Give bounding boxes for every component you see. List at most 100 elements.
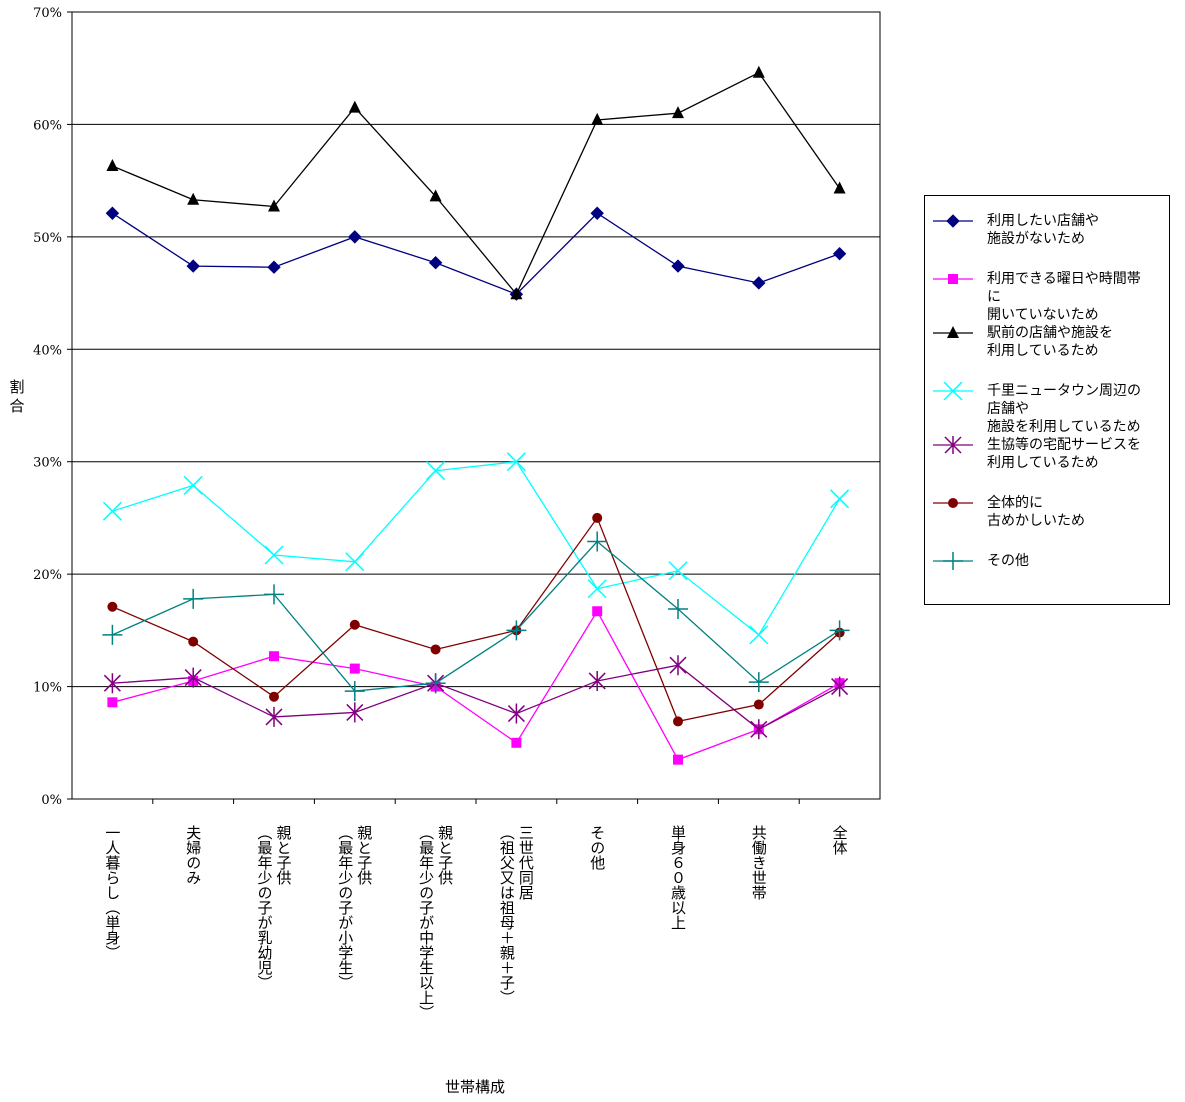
legend-item: 千里ニュータウン周辺の 店舗や 施設を利用しているため (925, 382, 1169, 436)
data-point (673, 716, 683, 727)
data-point (587, 531, 608, 552)
data-point (188, 636, 199, 647)
data-point (344, 681, 365, 702)
y-axis-label: 割合 (9, 378, 24, 415)
data-point (428, 256, 443, 270)
legend-swatch (933, 214, 973, 228)
y-tick-label: 30% (33, 456, 62, 471)
legend-marker (943, 382, 963, 400)
x-tick-label: 一人暮らし（単身） (103, 825, 121, 960)
legend-item: 生協等の宅配サービスを 利用しているため (925, 436, 1169, 472)
legend-item: その他 (925, 552, 1169, 570)
legend-swatch (933, 274, 973, 284)
data-point (349, 619, 360, 630)
data-point (346, 702, 364, 723)
legend-item: 利用できる曜日や時間帯 に 開いていないため (925, 270, 1169, 324)
data-point (268, 199, 280, 212)
data-point (345, 552, 365, 572)
data-point (186, 259, 200, 273)
data-point (105, 206, 120, 220)
x-tick-label-line: （最年少の子が中学生以上） (417, 825, 435, 1020)
data-point (349, 663, 360, 674)
data-point (748, 672, 769, 693)
legend-item: 利用したい店舗や 施設がないため (925, 212, 1169, 248)
legend-label: その他 (987, 553, 1029, 569)
x-tick-label: 全体 (831, 824, 849, 855)
data-point (510, 287, 523, 300)
series-4 (102, 452, 850, 645)
data-point (592, 512, 603, 523)
x-tick-label-line: その他 (588, 825, 606, 871)
series-line (112, 609, 840, 761)
chart-legend: 利用したい店舗や 施設がないため利用できる曜日や時間帯 に 開いていないため 駅前… (924, 195, 1170, 605)
legend-swatch (933, 552, 973, 570)
x-tick-label-line: 夫婦のみ (184, 825, 202, 885)
data-point (102, 624, 123, 645)
data-point (752, 276, 766, 290)
x-tick-label: その他 (588, 825, 606, 871)
legend-marker (947, 326, 959, 338)
data-point (749, 625, 769, 645)
data-point (269, 651, 279, 662)
x-tick-label-line: 単身６０歳以上 (669, 825, 687, 930)
data-point (672, 106, 684, 119)
series-7 (102, 531, 850, 702)
data-point (588, 670, 606, 691)
data-point (668, 561, 688, 581)
data-point (102, 501, 122, 521)
series-line (112, 71, 841, 296)
legend-label: 生協等の宅配サービスを 利用しているため (987, 437, 1141, 471)
x-tick-label: 夫婦のみ (184, 825, 202, 885)
series-1 (105, 206, 847, 301)
x-axis-ticks: 一人暮らし（単身） 夫婦のみ 親と子供（最年少の子が乳幼児） 親と子供（最年少の子が小… (103, 799, 849, 1020)
series-line (112, 664, 840, 731)
legend-marker (946, 214, 960, 228)
data-point (425, 673, 446, 694)
x-tick-label-line: 親と子供 (275, 825, 293, 885)
data-point (103, 673, 121, 694)
y-tick-label: 70% (33, 6, 62, 21)
x-tick-label: 親と子供（最年少の子が乳幼児） (256, 825, 293, 990)
data-point (831, 676, 849, 697)
legend-swatch (933, 498, 973, 508)
x-tick-label: 共働き世帯 (750, 825, 768, 900)
data-point (829, 620, 850, 641)
series-lines (102, 65, 850, 765)
series-5 (103, 655, 849, 740)
y-tick-label: 0% (41, 793, 62, 808)
data-point (669, 655, 687, 676)
data-point (187, 192, 200, 205)
legend-label: 駅前の店舗や施設を 利用しているため (987, 325, 1113, 359)
data-point (264, 545, 284, 565)
data-point (592, 606, 603, 617)
series-line (112, 461, 841, 636)
series-line (112, 540, 840, 692)
data-point (348, 230, 362, 244)
data-point (668, 598, 688, 619)
y-tick-label: 10% (33, 681, 62, 696)
legend-label: 千里ニュータウン周辺の 店舗や 施設を利用しているため (987, 383, 1141, 435)
legend-item: 全体的に 古めかしいため (925, 494, 1169, 530)
data-point (430, 644, 441, 655)
x-tick-label: 三世代同居（祖父又は祖母＋親＋子） (498, 825, 535, 1005)
data-point (348, 100, 361, 113)
series-6 (107, 512, 845, 727)
data-point (506, 452, 526, 472)
legend-swatch (933, 436, 973, 454)
x-tick-label: 親と子供（最年少の子が中学生以上） (417, 825, 454, 1020)
data-point (671, 259, 685, 273)
data-point (830, 489, 850, 509)
data-point (590, 206, 604, 220)
x-tick-label-line: 親と子供 (436, 825, 454, 885)
data-point (511, 737, 522, 748)
x-tick-label-line: 親と子供 (355, 825, 373, 885)
data-point (264, 584, 284, 605)
data-point (107, 697, 118, 708)
y-tick-label: 50% (33, 231, 62, 246)
data-point (591, 112, 604, 125)
y-tick-label: 20% (33, 568, 62, 583)
data-point (429, 189, 442, 202)
series-line (112, 212, 840, 295)
grid-lines (72, 123, 880, 688)
